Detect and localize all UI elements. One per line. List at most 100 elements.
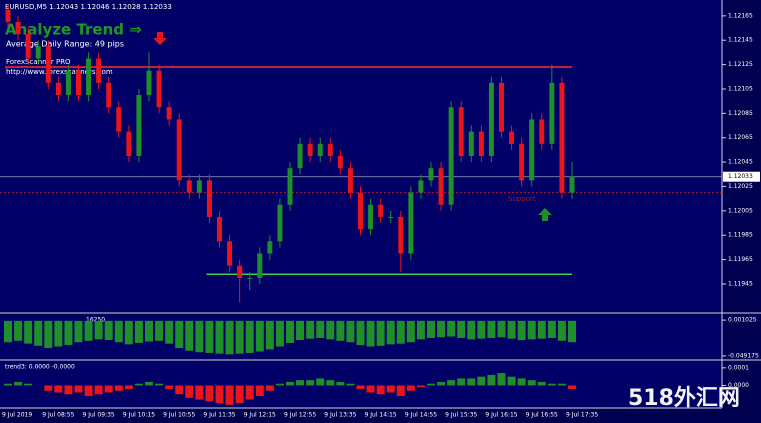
x-tick-label: 9 Jul 09:35 [83, 412, 115, 419]
histogram-bar [134, 383, 143, 386]
histogram-bar [124, 320, 133, 345]
histogram-bar [296, 320, 305, 341]
y-tick-label: 1.12105 [728, 85, 753, 92]
x-tick-label: 9 Jul 12:55 [284, 412, 316, 419]
histogram-bar [94, 320, 103, 340]
candle-body [438, 168, 444, 205]
y-tick-label: 0.001025 [728, 317, 757, 324]
candle-body [468, 131, 474, 156]
histogram-bar [326, 380, 335, 386]
histogram-bar [447, 380, 456, 386]
histogram-bar [255, 320, 264, 352]
histogram-bar [185, 385, 194, 398]
candle-body [96, 58, 102, 83]
histogram-bar [205, 385, 214, 402]
candle-body [186, 180, 192, 193]
candle-body [448, 107, 454, 205]
candle-body [247, 277, 253, 279]
x-tick-label: 9 Jul 16:55 [526, 412, 558, 419]
histogram-bar [437, 381, 446, 386]
url-label: http://www.forexscanners.com [6, 68, 113, 76]
candle-body [368, 204, 374, 230]
x-tick-label: 9 Jul 13:35 [324, 412, 356, 419]
histogram-bar [487, 320, 496, 338]
candle-body [227, 241, 233, 266]
histogram-bar [356, 385, 365, 389]
histogram-bar [195, 320, 204, 353]
candle-body [488, 82, 494, 156]
histogram-bar [457, 378, 466, 386]
candle-body [458, 107, 464, 156]
x-tick-label: 9 Jul 16:15 [485, 412, 517, 419]
candle-body [176, 119, 182, 181]
x-tick-label: 9 Jul 10:55 [163, 412, 195, 419]
histogram-bar [487, 374, 496, 386]
x-tick-label: 9 Jul 11:35 [203, 412, 235, 419]
histogram-bar [568, 385, 576, 389]
histogram-bar [507, 376, 516, 386]
histogram-bar [507, 320, 516, 339]
y-tick-label: 1.12005 [728, 207, 753, 214]
histogram-bar [265, 385, 274, 391]
histogram-bar [366, 385, 375, 393]
histogram-bar [386, 320, 395, 345]
x-tick-label: 9 Jul 12:15 [244, 412, 276, 419]
histogram-bar [4, 320, 12, 343]
indicator-pane [0, 362, 722, 407]
histogram-bar [286, 320, 294, 343]
histogram-bar [255, 385, 264, 397]
candle-body [267, 241, 273, 254]
histogram-bar [215, 385, 224, 404]
histogram-bar [225, 385, 234, 405]
candle-body [116, 107, 122, 132]
histogram-bar [24, 320, 33, 344]
histogram-bar [235, 385, 244, 404]
candle-body [106, 82, 112, 108]
histogram-bar [366, 320, 375, 347]
histogram-bar [74, 320, 83, 343]
histogram-bar [14, 381, 23, 386]
y-tick-label: 1.12065 [728, 134, 753, 141]
candle-body [76, 70, 81, 96]
histogram-bar [346, 320, 355, 343]
candle-body [509, 131, 515, 144]
histogram-bar [104, 385, 113, 393]
x-tick-label: 9 Jul 10:15 [123, 412, 155, 419]
histogram-bar [557, 320, 566, 341]
histogram-bar [316, 320, 325, 338]
candle-body [237, 265, 243, 278]
histogram-bar [14, 320, 23, 341]
candle-body [65, 70, 71, 96]
histogram-bar [94, 385, 103, 395]
histogram-bar [225, 320, 234, 355]
candle-body [136, 95, 142, 156]
histogram-bar [165, 320, 174, 344]
histogram-bar [346, 383, 355, 386]
candle-body [569, 176, 575, 193]
y-tick-label: 1.12125 [728, 61, 753, 68]
candle-body [257, 253, 263, 278]
histogram-bar [306, 380, 315, 386]
histogram-bar [517, 378, 526, 386]
histogram-bar [114, 385, 123, 391]
main-pane [0, 0, 722, 312]
histogram-bar [336, 381, 345, 386]
histogram-bar [416, 385, 425, 388]
histogram-bar [54, 385, 63, 393]
adr-label: Average Daily Range: 49 pips [6, 40, 124, 49]
candle-body [337, 156, 343, 169]
histogram-bar [84, 385, 93, 397]
y-tick-label: 1.12165 [728, 12, 753, 19]
histogram-bar [547, 320, 556, 338]
histogram-bar [517, 320, 526, 341]
histogram-bar [34, 320, 43, 346]
histogram-bar [457, 320, 466, 338]
histogram-bar [185, 320, 194, 351]
histogram-bar [396, 385, 405, 397]
histogram-bar [447, 320, 456, 337]
candle-body [428, 168, 434, 181]
candle-body [347, 168, 353, 193]
histogram-bar [275, 383, 284, 386]
candle-body [86, 58, 92, 96]
